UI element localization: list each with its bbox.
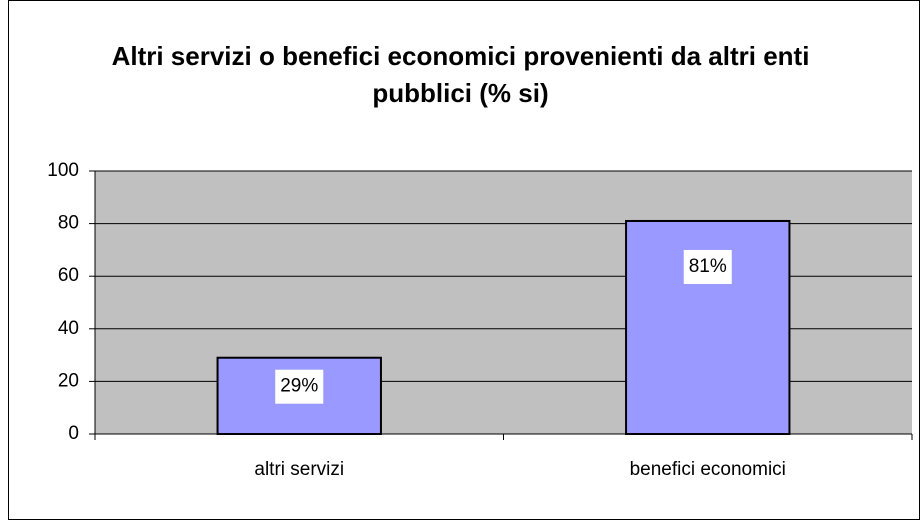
data-label-box (275, 369, 324, 404)
data-label-box (683, 249, 732, 284)
y-tick-label: 20 (58, 370, 79, 391)
y-tick-label: 40 (58, 318, 79, 339)
x-tick-label: altri servizi (254, 459, 344, 480)
chart-title: Altri servizi o benefici economici prove… (111, 41, 810, 108)
y-tick-label: 60 (58, 265, 79, 286)
y-tick-label: 80 (58, 213, 79, 234)
chart: 0 20 40 60 80 100 altri servizi 29% benefici eco… (47, 160, 913, 480)
data-label: 29% (280, 376, 318, 397)
x-tick-label: benefici economici (630, 459, 786, 480)
data-label: 81% (689, 256, 727, 277)
y-tick-label: 100 (47, 160, 79, 181)
y-tick-label: 0 (68, 423, 79, 444)
